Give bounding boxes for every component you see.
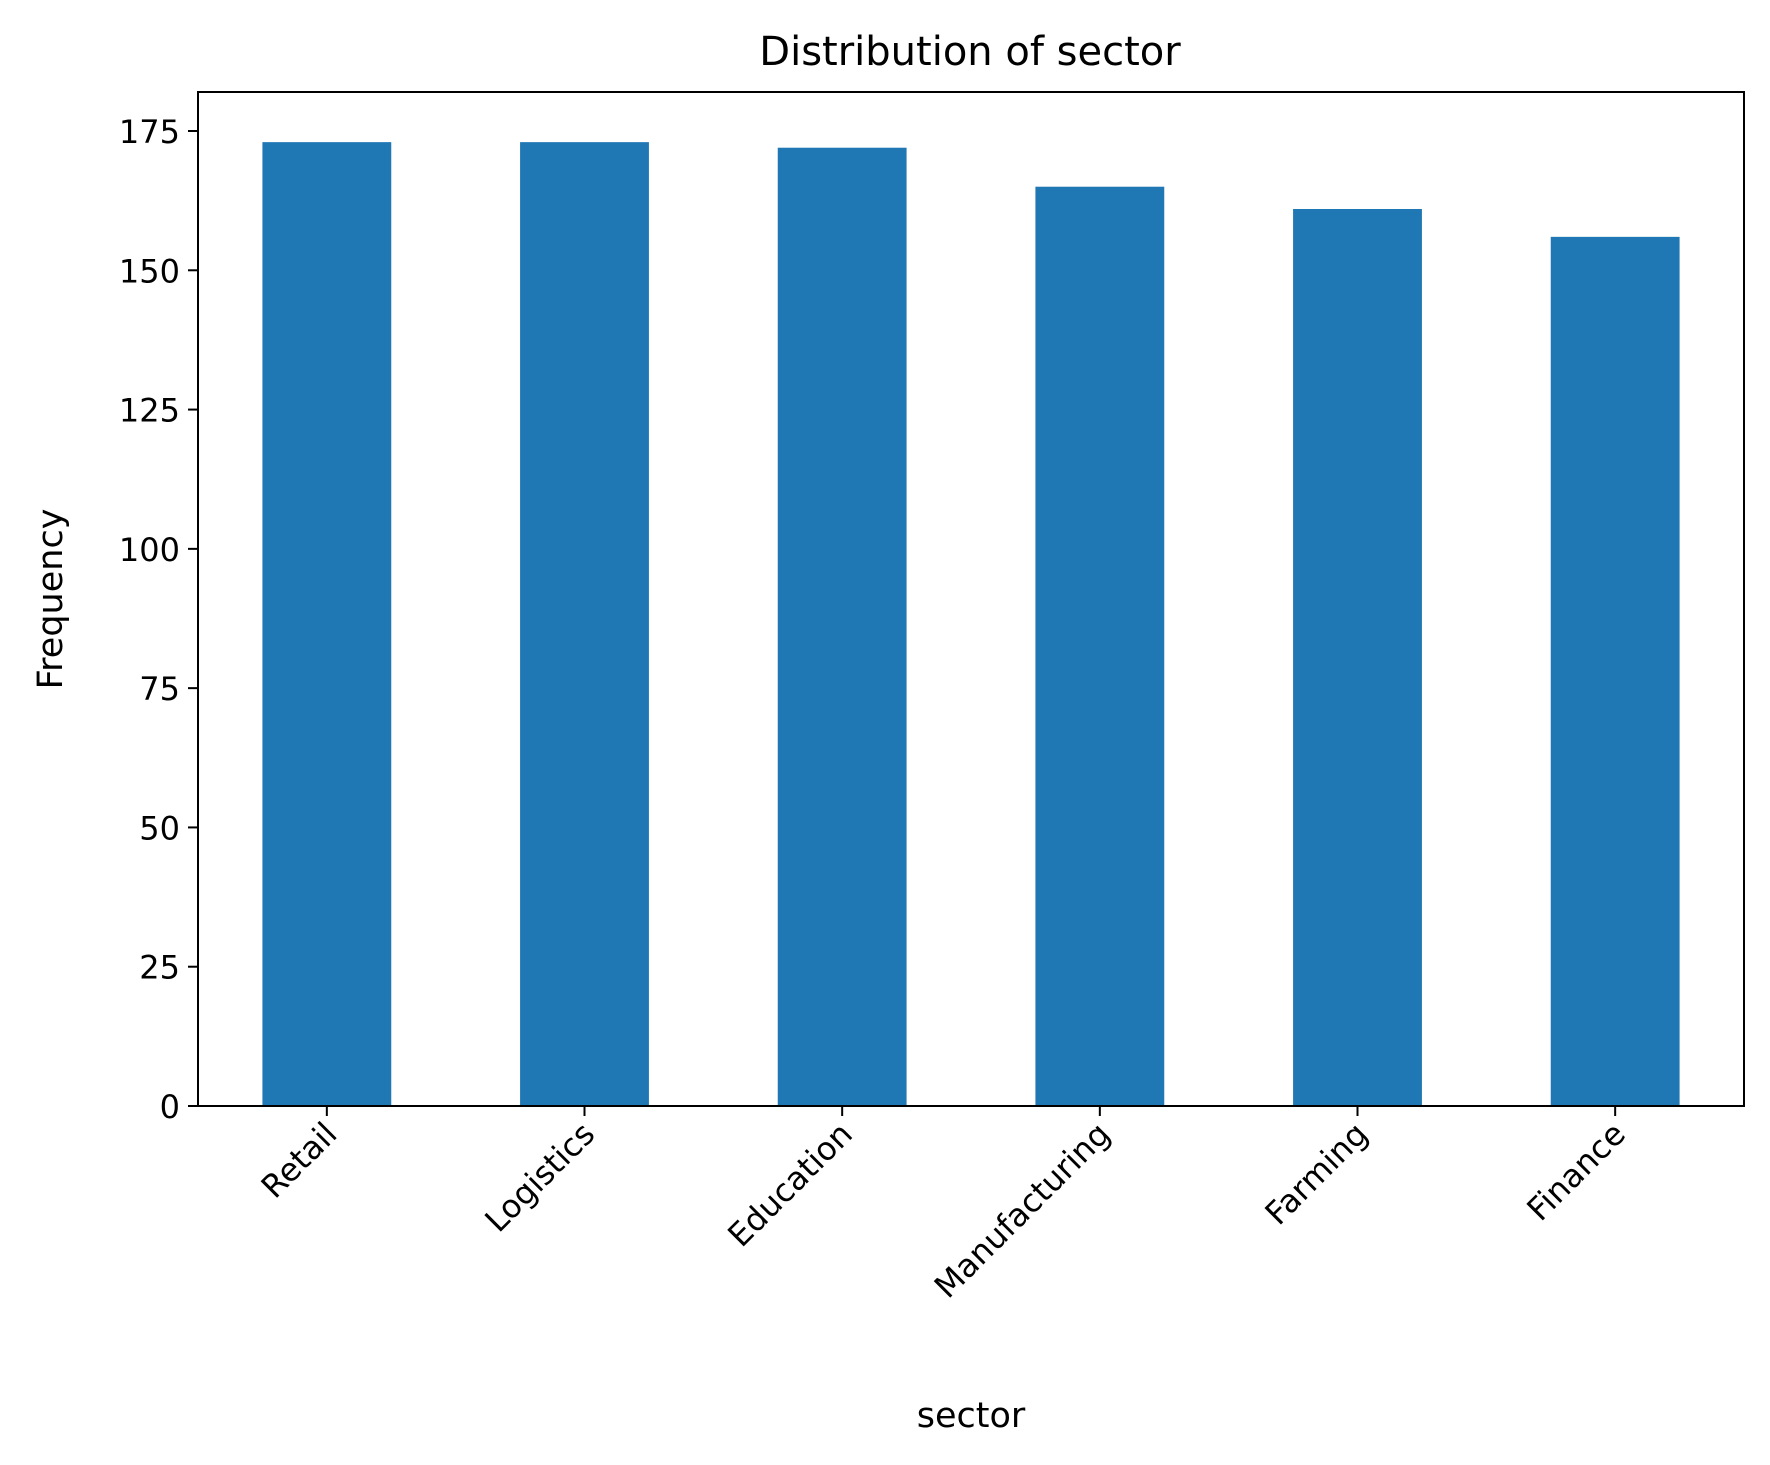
bar-farming	[1293, 209, 1422, 1106]
y-tick-label: 0	[160, 1088, 180, 1126]
y-tick-label: 75	[139, 670, 180, 708]
chart-title: Distribution of sector	[759, 29, 1181, 75]
x-axis-label: sector	[917, 1396, 1026, 1436]
y-tick-label: 50	[139, 809, 180, 847]
bar-logistics	[520, 142, 649, 1107]
bar-manufacturing	[1035, 186, 1165, 1106]
y-tick-label: 125	[119, 392, 180, 430]
y-axis-label: Frequency	[31, 509, 71, 690]
bar-retail	[262, 142, 392, 1107]
bar-finance	[1550, 236, 1680, 1106]
axes-frame	[197, 91, 1745, 1107]
y-tick-label: 150	[119, 252, 180, 290]
y-tick-label: 100	[119, 531, 180, 569]
y-tick-label: 25	[139, 949, 180, 987]
bar-education	[777, 147, 907, 1106]
y-tick-label: 175	[119, 113, 180, 151]
